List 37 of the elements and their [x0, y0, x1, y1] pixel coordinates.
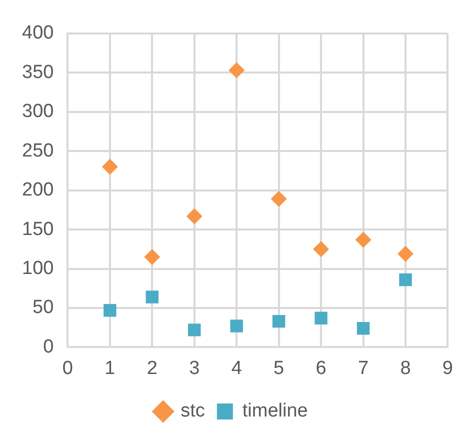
y-tick-label: 200: [22, 180, 54, 201]
x-tick-label: 9: [442, 358, 454, 379]
point: [228, 62, 245, 78]
legend-label: stc: [180, 400, 205, 422]
point: [186, 208, 202, 224]
y-tick-label: 250: [22, 140, 54, 162]
point: [397, 246, 414, 262]
point: [230, 320, 243, 332]
x-tick-label: 1: [104, 358, 116, 379]
point: [272, 314, 286, 328]
legend-label: timeline: [242, 400, 308, 422]
point: [355, 232, 372, 248]
point: [144, 248, 160, 265]
x-tick-label: 7: [358, 358, 369, 379]
y-tick-label: 100: [22, 258, 54, 279]
point: [270, 190, 287, 207]
y-tick-label: 50: [32, 297, 54, 318]
point: [399, 273, 412, 286]
y-tick-label: 150: [22, 218, 54, 240]
x-tick-label: 8: [400, 358, 411, 379]
x-tick-label: 2: [146, 358, 158, 379]
y-tick-label: 400: [22, 22, 54, 44]
x-tick-label: 6: [316, 358, 326, 379]
x-tick-label: 3: [189, 358, 200, 379]
point: [188, 324, 201, 336]
point: [314, 312, 328, 325]
y-tick-label: 300: [22, 101, 54, 122]
y-tick-label: 0: [43, 336, 54, 358]
point: [356, 322, 370, 335]
point: [104, 304, 116, 317]
x-tick-label: 4: [231, 358, 242, 379]
point: [313, 241, 330, 258]
x-tick-label: 5: [274, 358, 284, 379]
point: [102, 158, 118, 175]
point: [146, 290, 159, 304]
x-tick-label: 0: [62, 358, 73, 379]
y-tick-label: 350: [22, 62, 54, 83]
